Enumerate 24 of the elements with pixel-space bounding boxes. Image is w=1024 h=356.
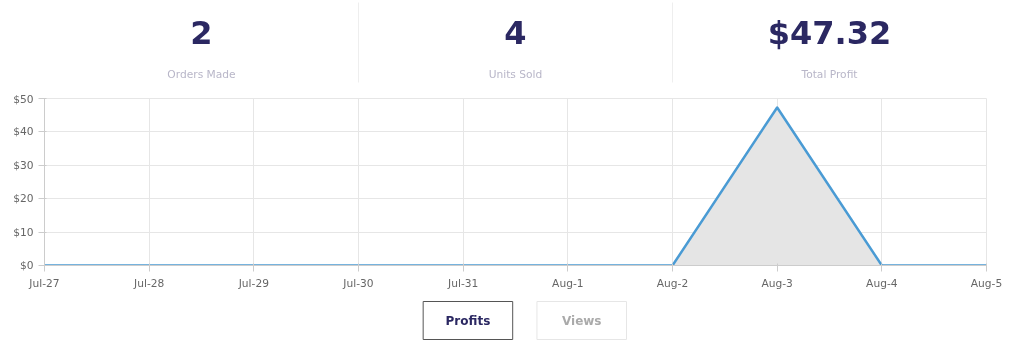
y-tick-label: $50 [13,92,34,106]
text: Units Sold [488,68,543,81]
x-tick-label: Aug-3 [761,276,793,290]
x-tick-label: Jul-27 [28,276,60,290]
x-tick-label: Aug-5 [970,276,1003,290]
text: Total Profit [800,68,858,81]
x-tick-label: Aug-1 [552,276,584,290]
text: Views [561,313,602,328]
y-tick-label: $20 [13,192,34,206]
y-tick-label: $10 [13,225,34,239]
y-tick-label: $30 [13,158,34,172]
text: 2 [190,14,213,52]
x-tick-label: Jul-28 [133,276,165,290]
y-tick-label: $40 [13,125,34,139]
text: Orders Made [167,68,236,81]
x-tick-label: Aug-2 [656,276,689,290]
x-tick-label: Aug-4 [866,276,898,290]
x-tick-label: Jul-31 [447,276,479,290]
text: Profits [445,313,491,328]
x-tick-label: Jul-30 [342,276,374,290]
y-tick-label: $0 [19,259,34,272]
text: $47.32 [767,13,892,52]
x-tick-label: Jul-29 [237,276,270,290]
text: 4 [504,14,527,52]
